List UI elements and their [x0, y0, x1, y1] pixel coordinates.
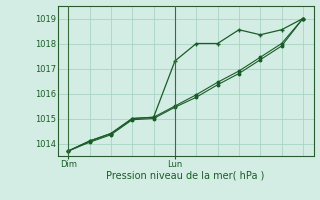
X-axis label: Pression niveau de la mer( hPa ): Pression niveau de la mer( hPa )	[107, 171, 265, 181]
